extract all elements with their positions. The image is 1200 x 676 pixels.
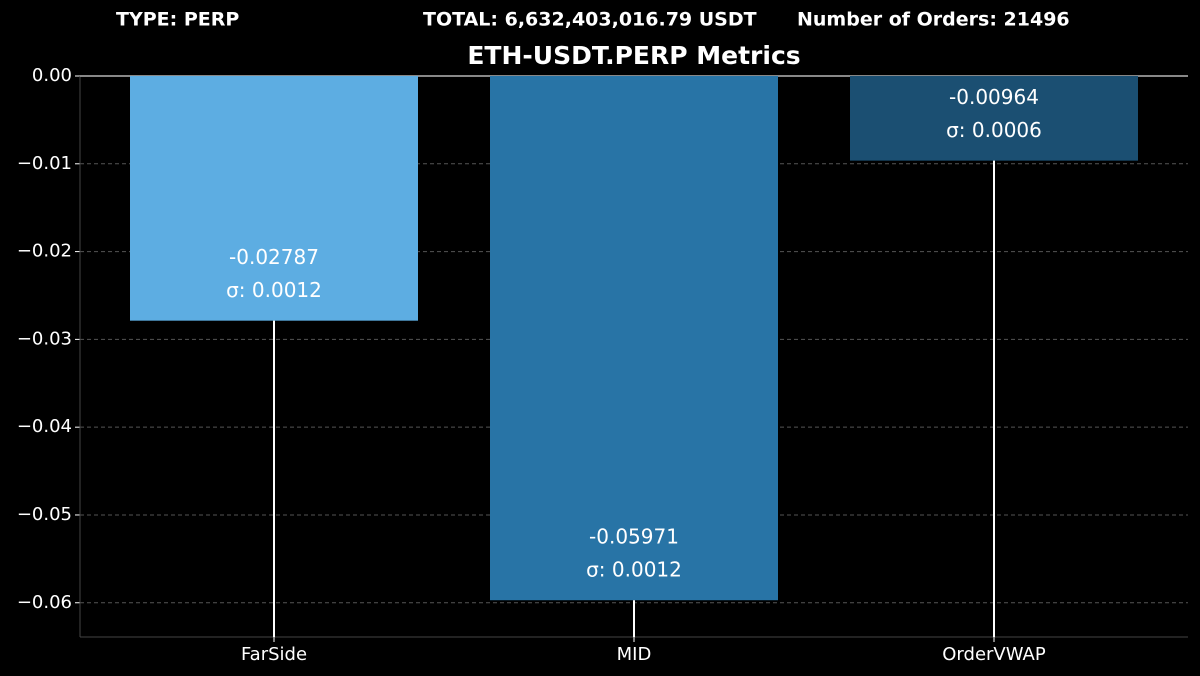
value-label: -0.05971 [589, 525, 679, 549]
x-tick-label: MID [617, 644, 652, 665]
bar [490, 76, 778, 601]
value-label: -0.02787 [229, 245, 319, 269]
y-tick-label: 0.00 [32, 65, 72, 86]
chart-title: ETH-USDT.PERP Metrics [467, 41, 800, 70]
y-tick-label: −0.03 [17, 328, 72, 349]
y-tick-label: −0.04 [17, 416, 72, 437]
header-type: TYPE: PERP [116, 9, 239, 31]
header-total: TOTAL: 6,632,403,016.79 USDT [423, 9, 757, 31]
y-tick-label: −0.05 [17, 504, 72, 525]
bar [130, 76, 418, 321]
header-orders: Number of Orders: 21496 [797, 9, 1070, 31]
sigma-label: σ: 0.0012 [226, 278, 322, 302]
sigma-label: σ: 0.0012 [586, 558, 682, 582]
value-label: -0.00964 [949, 85, 1039, 109]
x-tick-label: FarSide [241, 644, 307, 665]
y-tick-label: −0.01 [17, 153, 72, 174]
y-tick-label: −0.06 [17, 592, 72, 613]
sigma-label: σ: 0.0006 [946, 118, 1042, 142]
y-tick-label: −0.02 [17, 241, 72, 262]
x-tick-label: OrderVWAP [942, 644, 1046, 665]
bar [850, 76, 1138, 161]
